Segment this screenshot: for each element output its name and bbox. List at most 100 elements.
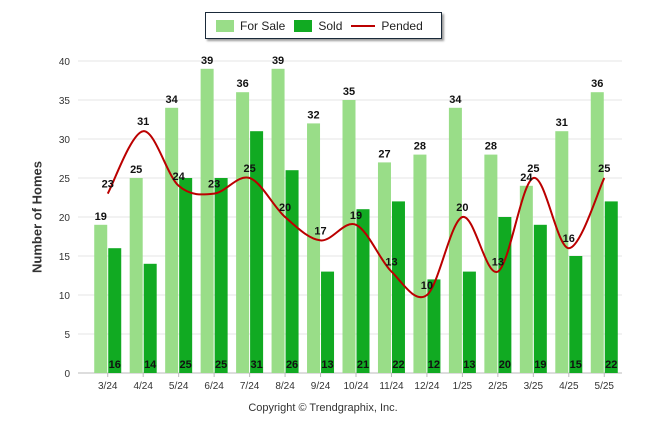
bar-for-sale <box>377 162 391 373</box>
data-label-pended: 20 <box>279 202 291 214</box>
data-label-sold: 15 <box>570 359 582 371</box>
y-tick-label: 5 <box>64 330 70 341</box>
data-label-for-sale: 35 <box>343 86 355 98</box>
y-tick-label: 15 <box>59 252 71 263</box>
bar-sold <box>250 131 264 373</box>
data-label-pended: 31 <box>137 116 149 128</box>
bar-for-sale <box>236 92 250 373</box>
data-label-pended: 24 <box>173 171 186 183</box>
x-tick-label: 5/25 <box>595 381 615 392</box>
bar-sold <box>143 263 157 373</box>
data-label-sold: 19 <box>534 359 546 371</box>
bar-for-sale <box>448 107 462 374</box>
data-label-for-sale: 39 <box>201 55 213 67</box>
y-tick-label: 30 <box>59 135 71 146</box>
y-tick-label: 20 <box>59 213 71 224</box>
data-label-pended: 23 <box>102 179 114 191</box>
bar-sold <box>604 201 618 373</box>
y-tick-label: 0 <box>64 369 70 380</box>
x-tick-label: 4/24 <box>133 381 153 392</box>
x-tick-label: 1/25 <box>453 381 473 392</box>
data-label-pended: 10 <box>421 280 433 292</box>
bar-sold <box>533 224 547 373</box>
data-label-for-sale: 31 <box>556 117 568 129</box>
data-label-sold: 22 <box>392 359 404 371</box>
data-label-for-sale: 28 <box>485 141 497 153</box>
y-tick-label: 40 <box>59 57 71 68</box>
data-label-pended: 23 <box>208 179 220 191</box>
data-label-sold: 13 <box>321 359 333 371</box>
for-sale-swatch <box>216 19 234 32</box>
bar-sold <box>321 271 335 373</box>
x-tick-label: 12/24 <box>414 381 439 392</box>
data-label-sold: 12 <box>428 359 440 371</box>
bar-sold <box>391 201 405 373</box>
data-label-for-sale: 34 <box>449 94 462 106</box>
bar-for-sale <box>94 224 108 373</box>
legend: For Sale Sold Pended <box>205 12 442 39</box>
bar-for-sale <box>271 68 285 374</box>
pended-line-group <box>106 130 606 299</box>
legend-item-pended[interactable]: Pended <box>351 18 423 33</box>
bar-sold <box>356 209 370 373</box>
data-label-sold: 22 <box>605 359 617 371</box>
bar-sold <box>427 279 441 373</box>
bar-for-sale <box>200 68 214 374</box>
bar-for-sale <box>342 100 356 373</box>
x-tick-label: 4/25 <box>559 381 579 392</box>
bar-sold <box>462 271 476 373</box>
bar-sold <box>285 170 299 373</box>
bar-for-sale <box>555 131 569 373</box>
bar-for-sale <box>484 154 498 373</box>
data-label-for-sale: 19 <box>95 211 107 223</box>
data-label-for-sale: 36 <box>591 78 603 90</box>
data-label-pended: 17 <box>314 225 326 237</box>
data-label-sold: 20 <box>499 359 511 371</box>
data-label-sold: 14 <box>144 359 157 371</box>
y-tick-label: 25 <box>59 174 71 185</box>
legend-item-sold[interactable]: Sold <box>294 19 342 33</box>
pended-line <box>106 130 606 299</box>
data-label-for-sale: 27 <box>378 148 390 160</box>
data-label-sold: 16 <box>109 359 121 371</box>
bar-sold <box>214 178 228 373</box>
data-label-sold: 31 <box>250 359 262 371</box>
x-tick-label: 3/24 <box>98 381 118 392</box>
data-label-for-sale: 32 <box>307 109 319 121</box>
data-label-sold: 13 <box>463 359 475 371</box>
pended-swatch <box>351 24 376 27</box>
data-label-for-sale: 24 <box>520 172 533 184</box>
bar-sold <box>179 178 193 373</box>
x-axis-ticks: 3/24 4/24 5/24 6/24 7/24 8/24 9/24 10/24 11/24 12… <box>98 373 614 392</box>
x-tick-label: 6/24 <box>204 381 224 392</box>
data-label-pended: 25 <box>243 163 255 175</box>
data-label-pended: 13 <box>385 257 397 269</box>
data-label-pended: 19 <box>350 210 362 222</box>
data-label-pended: 13 <box>492 257 504 269</box>
x-tick-label: 2/25 <box>488 381 508 392</box>
data-label-sold: 25 <box>180 359 192 371</box>
data-label-pended: 20 <box>456 202 468 214</box>
x-tick-label: 11/24 <box>379 381 404 392</box>
data-label-for-sale: 28 <box>414 141 426 153</box>
x-tick-label: 7/24 <box>240 381 260 392</box>
data-label-sold: 25 <box>215 359 227 371</box>
y-tick-label: 10 <box>59 291 71 302</box>
data-label-for-sale: 36 <box>236 78 248 90</box>
y-axis-ticks: 0 5 10 15 20 25 30 35 40 <box>59 57 71 380</box>
y-tick-label: 35 <box>59 96 71 107</box>
legend-label-pended: Pended <box>381 18 423 33</box>
data-label-sold: 26 <box>286 359 298 371</box>
bar-sold <box>108 248 122 373</box>
bar-for-sale <box>519 185 533 373</box>
x-tick-label: 5/24 <box>169 381 189 392</box>
bar-for-sale <box>413 154 427 373</box>
data-label-for-sale: 34 <box>166 94 179 106</box>
data-label-pended: 25 <box>527 163 539 175</box>
legend-label-sold: Sold <box>318 18 343 33</box>
x-tick-label: 8/24 <box>275 381 295 392</box>
bars <box>94 68 618 374</box>
legend-item-for-sale[interactable]: For Sale <box>216 19 285 33</box>
bar-sold <box>498 217 512 373</box>
